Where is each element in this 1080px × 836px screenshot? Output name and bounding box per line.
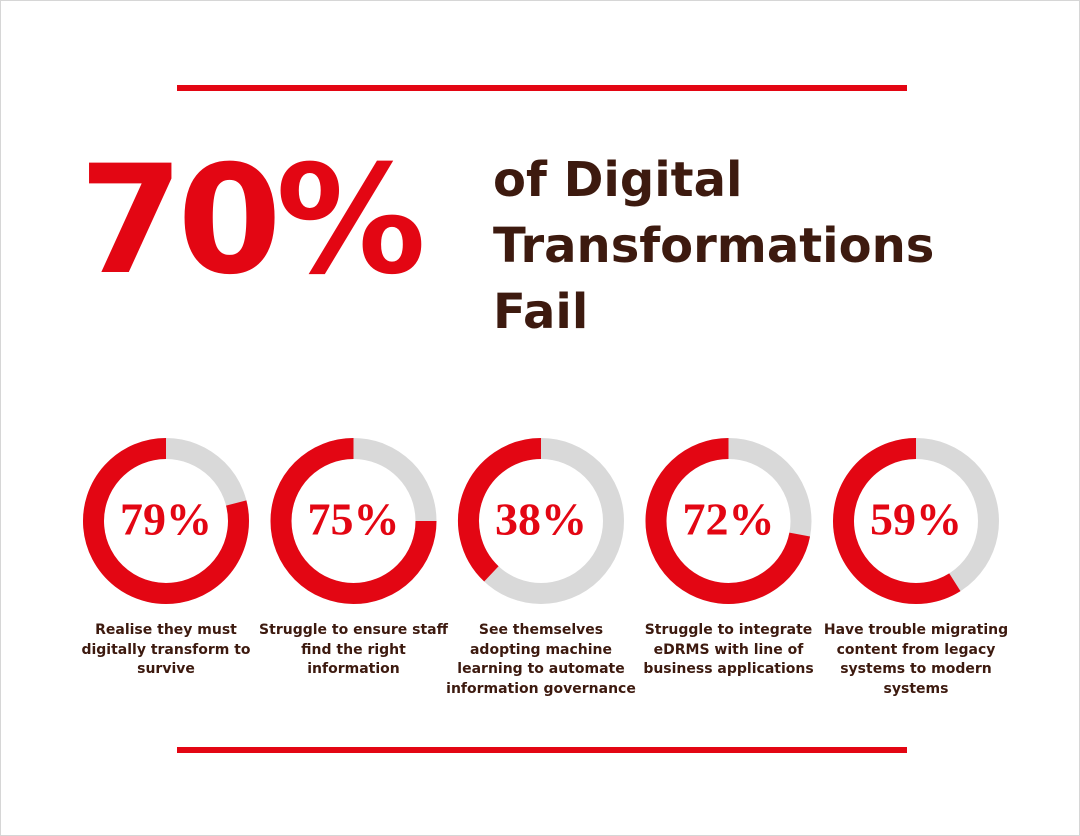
donut-label: 38%: [495, 494, 587, 545]
headline-stat: 70%: [79, 134, 426, 308]
donut-label: 75%: [308, 494, 400, 545]
donut-description: Struggle to integrate eDRMS with line of…: [643, 622, 814, 677]
donut-description: Struggle to ensure staff find the right …: [259, 622, 448, 677]
donut-arc: [270, 438, 437, 604]
donut-label: 59%: [870, 494, 962, 545]
donut-arc: [458, 438, 542, 582]
headline-line: Fail: [493, 284, 589, 340]
donut-description: Have trouble migrating content from lega…: [823, 622, 1009, 697]
donut-arc: [645, 438, 811, 604]
donut-arc: [83, 438, 249, 604]
donut-label: 79%: [120, 494, 212, 545]
top-rule: [177, 85, 907, 91]
donut-label: 72%: [683, 494, 775, 545]
donut-description: See themselves adopting machine learning…: [446, 622, 636, 697]
donut-arc: [833, 438, 961, 604]
bottom-rule: [177, 747, 907, 753]
donut-description: Realise they must digitally transform to…: [81, 622, 251, 677]
headline-text: of Digital Transformations Fail: [493, 147, 934, 345]
headline-line: Transformations: [493, 218, 935, 274]
headline-line: of Digital: [493, 152, 743, 208]
